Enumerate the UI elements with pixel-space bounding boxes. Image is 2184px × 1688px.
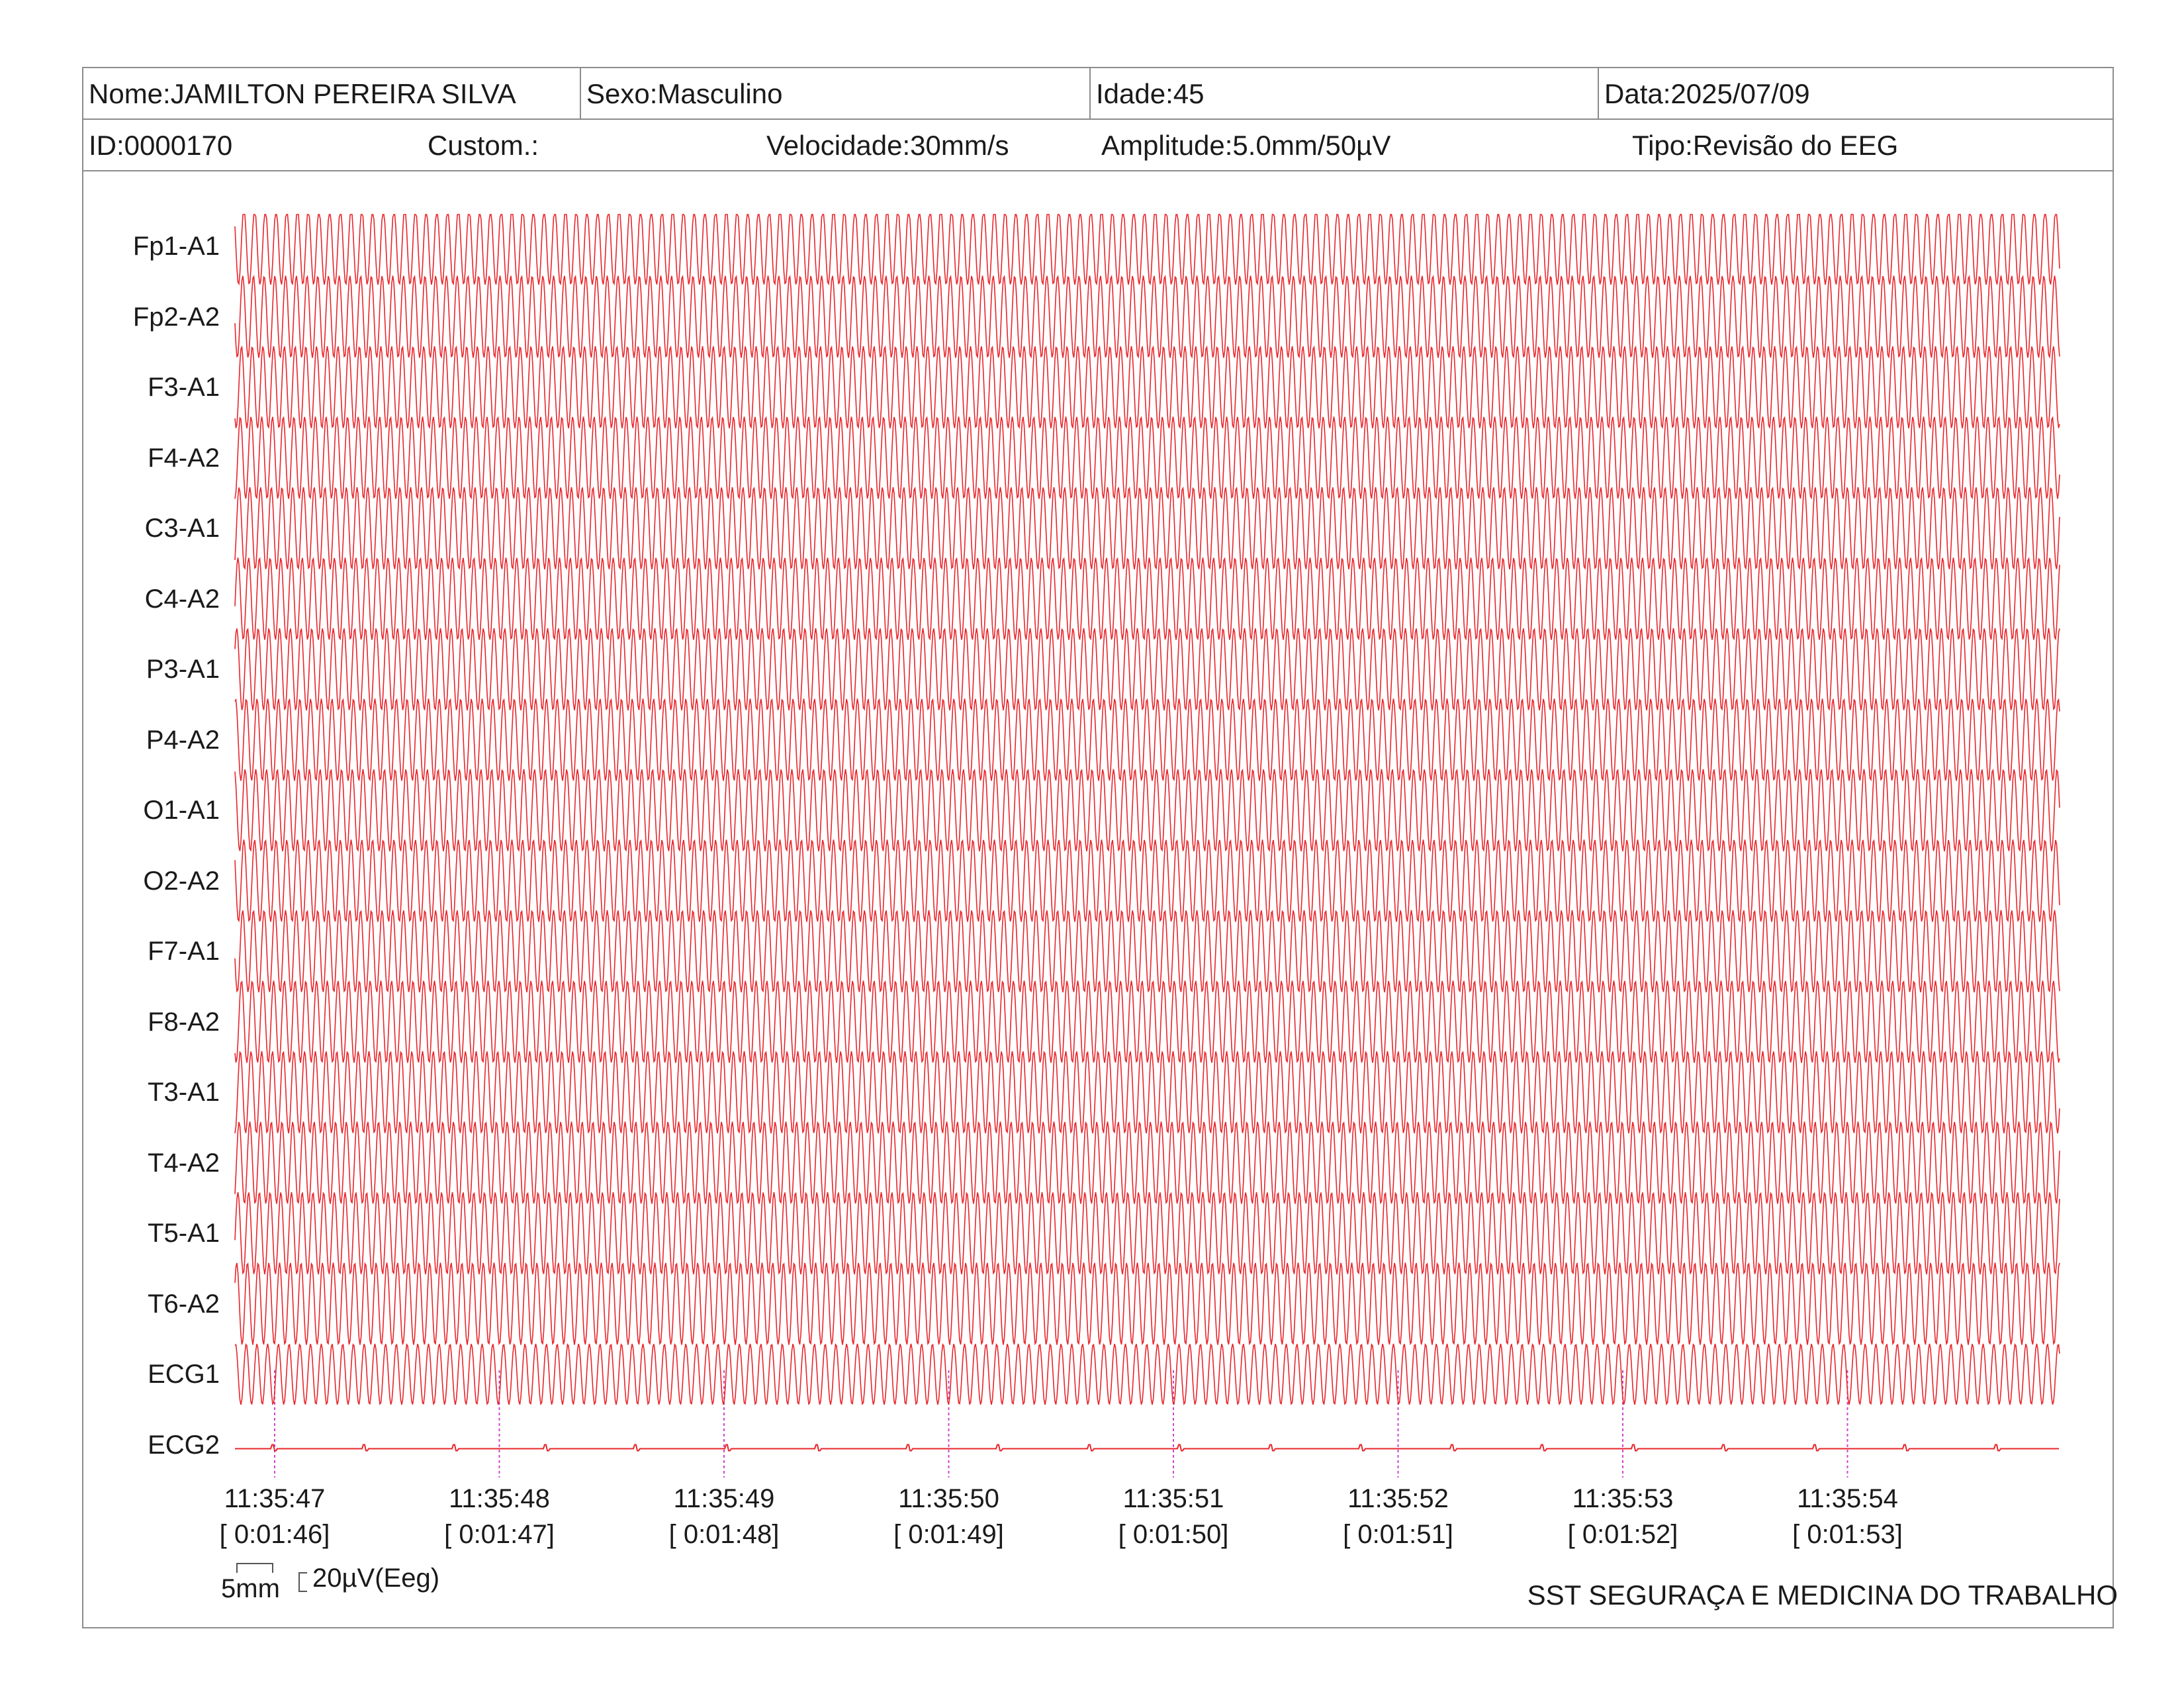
time-elapsed-label: [ 0:01:50] — [1118, 1520, 1229, 1549]
channel-label: F3-A1 — [148, 373, 220, 402]
patient-id: ID:0000170 — [89, 130, 233, 161]
trace-c3-a1 — [234, 486, 2060, 571]
clinic-footer: SST SEGURAÇA E MEDICINA DO TRABALHO — [1527, 1579, 2118, 1611]
channel-label: T3-A1 — [148, 1078, 220, 1107]
trace-o2-a2 — [234, 839, 2060, 923]
channel-label: T6-A2 — [148, 1289, 220, 1319]
time-clock-label: 11:35:52 — [1347, 1484, 1449, 1513]
exam-type: Tipo:Revisão do EEG — [1632, 130, 1899, 161]
trace-p3-a1 — [234, 628, 2060, 711]
time-clock-label: 11:35:53 — [1572, 1484, 1674, 1513]
header-row-patient: Nome:JAMILTON PEREIRA SILVA Sexo:Masculi… — [83, 68, 2113, 120]
trace-t4-a2 — [234, 1121, 2060, 1205]
time-elapsed-label: [ 0:01:47] — [444, 1520, 555, 1549]
channel-label: O1-A1 — [143, 796, 220, 825]
time-elapsed-label: [ 0:01:52] — [1567, 1520, 1678, 1549]
time-clock-label: 11:35:51 — [1122, 1484, 1224, 1513]
paper-speed: Velocidade:30mm/s — [766, 130, 1009, 161]
time-elapsed-label: [ 0:01:48] — [668, 1520, 780, 1549]
channel-label: ECG1 — [148, 1360, 220, 1389]
eeg-report-sheet: Nome:JAMILTON PEREIRA SILVA Sexo:Masculi… — [82, 67, 2114, 1628]
time-clock-label: 11:35:48 — [449, 1484, 550, 1513]
channel-label: O2-A2 — [143, 866, 220, 896]
channel-label: C3-A1 — [144, 514, 220, 543]
trace-t5-a1 — [234, 1192, 2060, 1275]
channel-label: ECG2 — [148, 1430, 220, 1460]
scale-amplitude-label: 20µV(Eeg) — [312, 1564, 440, 1593]
trace-f8-a2 — [234, 980, 2060, 1064]
time-clock-label: 11:35:54 — [1797, 1484, 1898, 1513]
channel-label: C4-A2 — [144, 584, 220, 614]
trace-ecg1 — [234, 1343, 2060, 1405]
amplitude-setting: Amplitude:5.0mm/50µV — [1101, 130, 1391, 161]
trace-f7-a1 — [234, 910, 2060, 993]
scale-time-label: 5mm — [221, 1574, 280, 1603]
channel-label: Fp2-A2 — [132, 302, 220, 332]
time-clock-label: 11:35:50 — [898, 1484, 999, 1513]
trace-fp1-a1 — [234, 214, 2060, 286]
time-elapsed-label: [ 0:01:51] — [1343, 1520, 1453, 1549]
trace-f3-a1 — [234, 345, 2060, 430]
time-elapsed-label: [ 0:01:53] — [1792, 1520, 1903, 1549]
trace-c4-a2 — [234, 557, 2060, 641]
channel-label: F4-A2 — [148, 443, 220, 473]
header-row-recording: ID:0000170 Custom.: Velocidade:30mm/s Am… — [83, 120, 2113, 171]
channel-label: F7-A1 — [148, 937, 220, 966]
patient-sex: Sexo:Masculino — [580, 68, 1089, 118]
time-clock-label: 11:35:47 — [224, 1484, 326, 1513]
trace-t6-a2 — [234, 1262, 2060, 1346]
channel-label: P4-A2 — [146, 725, 220, 755]
time-clock-label: 11:35:49 — [673, 1484, 775, 1513]
channel-label: T5-A1 — [148, 1219, 220, 1248]
patient-name: Nome:JAMILTON PEREIRA SILVA — [89, 78, 516, 109]
trace-o1-a1 — [234, 769, 2060, 852]
trace-f4-a2 — [234, 416, 2060, 500]
custom-field: Custom.: — [428, 130, 539, 161]
patient-age: Idade:45 — [1089, 68, 1598, 118]
trace-fp2-a2 — [234, 275, 2060, 359]
time-elapsed-label: [ 0:01:49] — [893, 1520, 1004, 1549]
trace-ecg2 — [235, 1444, 2059, 1452]
exam-date: Data:2025/07/09 — [1598, 68, 2114, 118]
trace-p4-a2 — [234, 698, 2060, 782]
channel-label: Fp1-A1 — [132, 232, 220, 261]
channel-label: P3-A1 — [146, 655, 220, 684]
channel-label: T4-A2 — [148, 1148, 220, 1178]
trace-t3-a1 — [234, 1051, 2060, 1134]
time-elapsed-label: [ 0:01:46] — [219, 1520, 330, 1549]
channel-label: F8-A2 — [148, 1007, 220, 1037]
